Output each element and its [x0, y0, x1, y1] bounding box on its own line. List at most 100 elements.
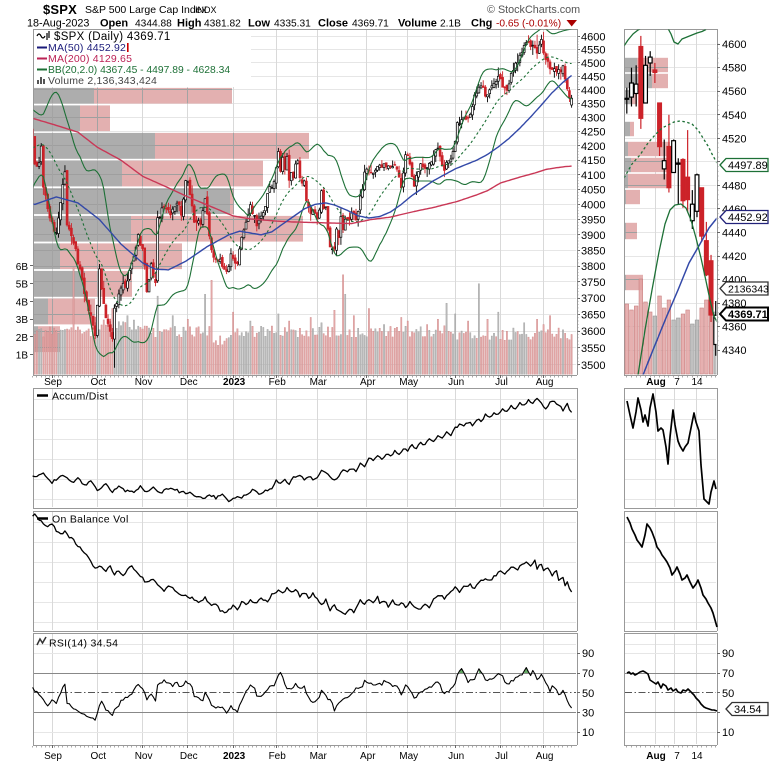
svg-text:Nov: Nov — [135, 751, 153, 762]
svg-text:4580: 4580 — [722, 63, 746, 75]
svg-text:3750: 3750 — [581, 277, 605, 289]
svg-text:4350: 4350 — [581, 99, 605, 111]
svg-text:4381.82: 4381.82 — [204, 19, 241, 30]
svg-text:Volume: Volume — [398, 18, 437, 30]
svg-text:14: 14 — [691, 377, 703, 388]
svg-text:4250: 4250 — [581, 127, 605, 139]
svg-text:4000: 4000 — [581, 199, 605, 211]
svg-text:3950: 3950 — [581, 215, 605, 227]
svg-text:4344.88: 4344.88 — [135, 19, 172, 30]
svg-text:4550: 4550 — [581, 45, 605, 57]
svg-text:4340: 4340 — [722, 345, 746, 357]
svg-text:INDX: INDX — [195, 5, 217, 15]
svg-text:-0.65 (-0.01%): -0.65 (-0.01%) — [496, 19, 561, 30]
svg-text:May: May — [399, 751, 418, 762]
svg-text:Close: Close — [318, 18, 348, 30]
svg-text:4B: 4B — [16, 297, 29, 308]
svg-text:© StockCharts.com: © StockCharts.com — [487, 4, 580, 16]
svg-text:May: May — [399, 377, 418, 388]
svg-text:4450: 4450 — [581, 71, 605, 83]
svg-text:Dec: Dec — [180, 751, 198, 762]
svg-text:10: 10 — [582, 727, 594, 739]
svg-text:Open: Open — [100, 18, 128, 30]
svg-text:4600: 4600 — [722, 39, 746, 51]
svg-text:Volume 2,136,343,424: Volume 2,136,343,424 — [48, 75, 157, 87]
svg-text:4200: 4200 — [581, 141, 605, 153]
svg-text:4440: 4440 — [722, 228, 746, 240]
svg-text:Feb: Feb — [269, 751, 287, 762]
svg-text:14: 14 — [691, 751, 703, 762]
svg-text:6B: 6B — [16, 262, 29, 273]
svg-text:5B: 5B — [16, 280, 29, 291]
svg-text:Dec: Dec — [180, 377, 198, 388]
svg-text:4369.71: 4369.71 — [728, 309, 768, 321]
svg-text:$SPX: $SPX — [43, 2, 77, 17]
svg-text:Sep: Sep — [44, 751, 62, 762]
svg-text:2023: 2023 — [223, 751, 246, 762]
svg-text:Aug: Aug — [536, 377, 554, 388]
svg-text:7: 7 — [674, 751, 680, 762]
svg-text:3900: 3900 — [581, 230, 605, 242]
svg-text:Aug: Aug — [646, 751, 665, 762]
svg-text:4520: 4520 — [722, 133, 746, 145]
svg-text:Aug: Aug — [536, 751, 554, 762]
svg-text:4150: 4150 — [581, 155, 605, 167]
svg-text:4300: 4300 — [581, 113, 605, 125]
svg-text:MA(200) 4129.65: MA(200) 4129.65 — [48, 53, 132, 65]
svg-text:4420: 4420 — [722, 251, 746, 263]
svg-text:4100: 4100 — [581, 170, 605, 182]
svg-text:70: 70 — [582, 668, 594, 680]
svg-text:Apr: Apr — [360, 377, 376, 388]
svg-text:4050: 4050 — [581, 185, 605, 197]
svg-text:RSI(14) 34.54: RSI(14) 34.54 — [49, 638, 118, 650]
svg-text:Apr: Apr — [360, 751, 376, 762]
svg-text:High: High — [177, 18, 202, 30]
svg-text:Nov: Nov — [135, 377, 153, 388]
svg-text:3800: 3800 — [581, 261, 605, 273]
svg-text:4335.31: 4335.31 — [274, 19, 311, 30]
svg-text:Jun: Jun — [448, 751, 464, 762]
svg-text:50: 50 — [582, 688, 594, 700]
svg-text:Mar: Mar — [310, 377, 328, 388]
svg-text:50: 50 — [722, 688, 734, 700]
svg-text:3700: 3700 — [581, 293, 605, 305]
svg-text:Aug: Aug — [646, 377, 665, 388]
svg-text:3550: 3550 — [581, 343, 605, 355]
svg-text:MA(50) 4452.92: MA(50) 4452.92 — [48, 42, 126, 54]
svg-text:4360: 4360 — [722, 322, 746, 334]
svg-text:On Balance Vol: On Balance Vol — [52, 514, 129, 526]
svg-text:Mar: Mar — [310, 751, 328, 762]
svg-text:3850: 3850 — [581, 245, 605, 257]
svg-text:3500: 3500 — [581, 360, 605, 372]
svg-text:4400: 4400 — [581, 85, 605, 97]
svg-text:2B: 2B — [16, 333, 29, 344]
svg-text:2023: 2023 — [223, 377, 246, 388]
svg-text:4560: 4560 — [722, 86, 746, 98]
svg-text:4369.71: 4369.71 — [352, 19, 389, 30]
svg-text:Jul: Jul — [495, 377, 508, 388]
svg-text:Oct: Oct — [91, 751, 107, 762]
svg-text:Jul: Jul — [495, 751, 508, 762]
svg-text:30: 30 — [582, 708, 594, 720]
svg-text:4500: 4500 — [581, 58, 605, 70]
svg-text:4480: 4480 — [722, 180, 746, 192]
svg-text:Chg: Chg — [471, 18, 492, 30]
svg-text:Sep: Sep — [44, 377, 62, 388]
svg-text:7: 7 — [674, 377, 680, 388]
svg-text:2136343: 2136343 — [728, 284, 769, 296]
svg-text:Accum/Dist: Accum/Dist — [52, 391, 108, 403]
svg-text:4497.89: 4497.89 — [728, 160, 768, 172]
svg-text:$SPX (Daily) 4369.71: $SPX (Daily) 4369.71 — [54, 31, 171, 43]
svg-text:4600: 4600 — [581, 32, 605, 44]
svg-text:2.1B: 2.1B — [440, 19, 461, 30]
svg-text:4452.92: 4452.92 — [728, 212, 768, 224]
svg-text:3B: 3B — [16, 315, 29, 326]
svg-text:10: 10 — [722, 727, 734, 739]
svg-text:90: 90 — [722, 648, 734, 660]
svg-text:3600: 3600 — [581, 326, 605, 338]
svg-text:Low: Low — [248, 18, 270, 30]
svg-text:Oct: Oct — [91, 377, 107, 388]
svg-text:4540: 4540 — [722, 110, 746, 122]
svg-text:Jun: Jun — [448, 377, 464, 388]
svg-text:18-Aug-2023: 18-Aug-2023 — [27, 18, 89, 30]
